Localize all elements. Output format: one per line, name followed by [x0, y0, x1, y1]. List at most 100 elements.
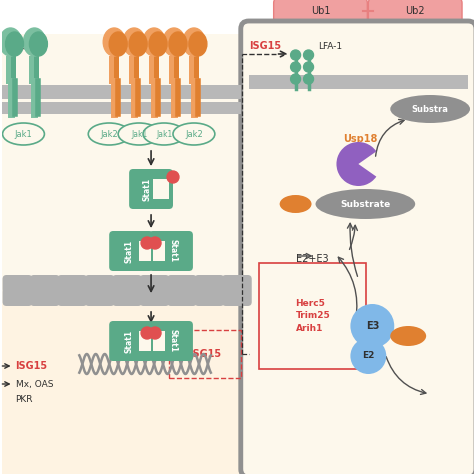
Ellipse shape: [169, 32, 187, 56]
Circle shape: [291, 50, 301, 60]
Circle shape: [291, 62, 301, 72]
Ellipse shape: [189, 32, 207, 56]
FancyBboxPatch shape: [134, 56, 139, 84]
Ellipse shape: [390, 95, 470, 123]
FancyBboxPatch shape: [167, 288, 197, 306]
Ellipse shape: [2, 123, 45, 145]
FancyBboxPatch shape: [29, 56, 35, 84]
Text: PKR: PKR: [16, 395, 33, 404]
Text: Herc5
Trim25
Arih1: Herc5 Trim25 Arih1: [296, 299, 330, 333]
Ellipse shape: [129, 32, 147, 56]
Circle shape: [141, 327, 153, 339]
FancyBboxPatch shape: [153, 179, 169, 199]
Circle shape: [291, 74, 301, 84]
Text: E2: E2: [362, 352, 374, 361]
FancyBboxPatch shape: [109, 321, 153, 361]
FancyBboxPatch shape: [139, 241, 151, 261]
Ellipse shape: [6, 32, 24, 56]
FancyBboxPatch shape: [129, 169, 173, 209]
FancyBboxPatch shape: [222, 275, 252, 293]
FancyBboxPatch shape: [140, 288, 170, 306]
Text: Stat1: Stat1: [168, 329, 177, 353]
FancyBboxPatch shape: [85, 275, 115, 293]
FancyBboxPatch shape: [6, 56, 10, 84]
FancyBboxPatch shape: [149, 231, 193, 271]
FancyBboxPatch shape: [174, 56, 179, 84]
FancyBboxPatch shape: [2, 288, 32, 306]
FancyBboxPatch shape: [140, 275, 170, 293]
Circle shape: [350, 338, 386, 374]
Ellipse shape: [149, 32, 167, 56]
FancyBboxPatch shape: [57, 288, 87, 306]
FancyBboxPatch shape: [194, 275, 224, 293]
FancyBboxPatch shape: [241, 21, 474, 474]
Ellipse shape: [0, 28, 21, 56]
FancyBboxPatch shape: [368, 0, 462, 24]
Ellipse shape: [143, 123, 185, 145]
Ellipse shape: [88, 123, 130, 145]
Text: Substra: Substra: [412, 104, 448, 113]
FancyBboxPatch shape: [222, 288, 252, 306]
Text: Jak2: Jak2: [185, 129, 203, 138]
Ellipse shape: [183, 28, 205, 56]
Text: Stat1: Stat1: [125, 239, 134, 263]
FancyBboxPatch shape: [249, 75, 468, 89]
FancyBboxPatch shape: [167, 275, 197, 293]
Text: Jak2: Jak2: [100, 129, 118, 138]
FancyBboxPatch shape: [194, 56, 199, 84]
FancyBboxPatch shape: [139, 331, 151, 351]
Text: E2+E3: E2+E3: [296, 254, 328, 264]
FancyBboxPatch shape: [85, 288, 115, 306]
FancyBboxPatch shape: [109, 56, 114, 84]
Text: N-III: N-III: [14, 44, 38, 54]
FancyBboxPatch shape: [149, 56, 154, 84]
FancyBboxPatch shape: [112, 275, 142, 293]
Text: Ub1: Ub1: [311, 6, 330, 16]
FancyBboxPatch shape: [1, 85, 241, 99]
Ellipse shape: [316, 189, 415, 219]
FancyBboxPatch shape: [114, 56, 119, 84]
Text: E3: E3: [365, 321, 379, 331]
FancyBboxPatch shape: [35, 56, 39, 84]
Text: Substrate: Substrate: [340, 200, 391, 209]
Circle shape: [167, 171, 179, 183]
FancyBboxPatch shape: [149, 321, 193, 361]
Ellipse shape: [103, 28, 125, 56]
Text: ISG15: ISG15: [249, 41, 281, 51]
Ellipse shape: [173, 123, 215, 145]
Ellipse shape: [163, 28, 185, 56]
Ellipse shape: [109, 32, 127, 56]
Text: IFN-II: IFN-II: [125, 44, 157, 54]
FancyBboxPatch shape: [10, 56, 16, 84]
Circle shape: [149, 237, 161, 249]
Ellipse shape: [123, 28, 145, 56]
Ellipse shape: [280, 195, 311, 213]
Wedge shape: [337, 142, 376, 186]
Text: Mx, OAS: Mx, OAS: [16, 380, 53, 389]
FancyBboxPatch shape: [30, 288, 60, 306]
FancyBboxPatch shape: [1, 34, 241, 474]
Ellipse shape: [390, 326, 426, 346]
Text: LFA-1: LFA-1: [319, 42, 343, 51]
Circle shape: [350, 304, 394, 348]
FancyBboxPatch shape: [112, 288, 142, 306]
Text: Jak1: Jak1: [131, 129, 147, 138]
FancyBboxPatch shape: [273, 0, 367, 24]
Circle shape: [303, 62, 313, 72]
Text: Stat1: Stat1: [168, 239, 177, 263]
Ellipse shape: [118, 123, 160, 145]
Text: Stat1: Stat1: [125, 329, 134, 353]
FancyBboxPatch shape: [153, 331, 165, 351]
FancyBboxPatch shape: [2, 275, 32, 293]
Ellipse shape: [143, 28, 165, 56]
Circle shape: [303, 74, 313, 84]
FancyBboxPatch shape: [154, 56, 159, 84]
FancyBboxPatch shape: [153, 241, 165, 261]
Text: Jak1: Jak1: [156, 129, 172, 138]
FancyBboxPatch shape: [57, 275, 87, 293]
Circle shape: [141, 237, 153, 249]
FancyBboxPatch shape: [129, 56, 134, 84]
Ellipse shape: [24, 28, 46, 56]
Text: Jak1: Jak1: [15, 129, 32, 138]
Circle shape: [303, 50, 313, 60]
